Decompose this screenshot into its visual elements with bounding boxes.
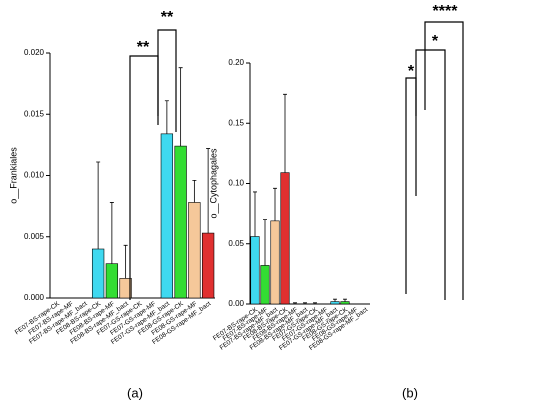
- y-tick-label: 0.00: [228, 299, 244, 308]
- error-bar: [303, 302, 307, 304]
- y-axis-title: o__Frankiales: [8, 147, 18, 204]
- error-bar: [273, 187, 277, 221]
- y-tick-label: 0.000: [24, 293, 45, 302]
- bar: [91, 248, 105, 299]
- panel-a: 0.0000.0050.0100.0150.020o__FrankialesFE…: [8, 48, 215, 346]
- y-tick-label: 0.05: [228, 239, 244, 248]
- error-bar: [164, 100, 169, 134]
- brackets: [129, 21, 464, 300]
- annotation: *: [408, 63, 415, 80]
- bar: [260, 265, 270, 305]
- error-bar: [109, 202, 114, 264]
- bar: [188, 202, 201, 299]
- error-bar: [313, 302, 317, 304]
- y-tick-label: 0.005: [24, 232, 45, 241]
- bar: [280, 172, 290, 305]
- panel-label: (a): [127, 385, 143, 400]
- error-bar: [283, 93, 287, 173]
- annotation: **: [137, 39, 150, 56]
- y-axis-title: o__Cytophagales: [208, 148, 218, 219]
- bar: [160, 133, 174, 299]
- annotation: *: [432, 33, 439, 50]
- error-bar: [333, 298, 337, 302]
- panel-label: (b): [402, 385, 418, 400]
- error-bar: [343, 298, 347, 302]
- bracket: [405, 77, 417, 294]
- error-bar: [192, 180, 197, 203]
- annotation: **: [161, 9, 174, 26]
- bar: [340, 301, 350, 305]
- error-bar: [263, 219, 267, 266]
- y-tick-label: 0.020: [24, 48, 45, 57]
- bar: [105, 263, 119, 299]
- error-bar: [123, 244, 128, 279]
- y-tick-label: 0.15: [228, 118, 244, 127]
- error-bar: [206, 148, 211, 234]
- bar: [201, 232, 215, 299]
- bracket: [129, 55, 159, 300]
- y-tick-label: 0.010: [24, 171, 45, 180]
- bracket: [424, 21, 464, 300]
- bar: [270, 220, 280, 305]
- bracket: [157, 29, 177, 132]
- error-bar: [178, 67, 183, 147]
- y-tick-label: 0.10: [228, 179, 244, 188]
- y-tick-label: 0.015: [24, 109, 45, 118]
- bar: [174, 145, 187, 299]
- y-tick-label: 0.20: [228, 58, 244, 67]
- error-bar: [253, 191, 257, 237]
- error-bar: [96, 161, 101, 249]
- bar: [330, 301, 340, 305]
- error-bar: [293, 302, 297, 304]
- panel-b: 0.000.050.100.150.20o__CytophagalesFE07-…: [208, 58, 370, 352]
- annotation: ****: [433, 3, 459, 20]
- bracket: [415, 49, 446, 300]
- bar: [250, 236, 260, 305]
